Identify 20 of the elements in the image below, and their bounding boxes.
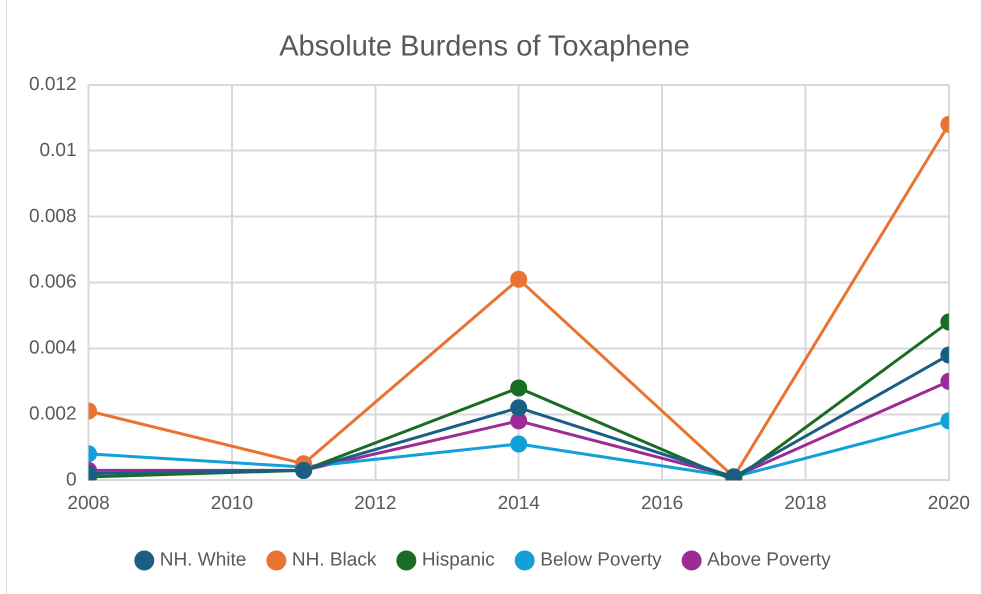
y-tick-label: 0 [66, 469, 77, 490]
y-tick-label: 0.006 [29, 272, 77, 293]
x-tick-label: 2018 [784, 492, 827, 514]
x-tick-label: 2016 [640, 492, 684, 514]
chart-title: Absolute Burdens of Toxaphene [279, 30, 690, 62]
x-tick-label: 2012 [354, 492, 396, 514]
x-tick-label: 2010 [210, 492, 254, 514]
legend-label: Above Poverty [707, 550, 832, 571]
legend-label: Below Poverty [540, 550, 662, 571]
legend-label: NH. Black [292, 550, 377, 571]
y-tick-label: 0.002 [29, 404, 77, 425]
x-tick-label: 2020 [928, 492, 970, 514]
y-tick-label: 0.004 [29, 338, 77, 359]
y-tick-label: 0.012 [29, 74, 77, 96]
x-tick-label: 2008 [67, 492, 110, 514]
x-tick-label: 2014 [498, 492, 540, 514]
legend-label: NH. White [160, 550, 246, 571]
y-tick-label: 0.008 [29, 206, 77, 227]
legend-label: Hispanic [422, 550, 495, 571]
y-tick-label: 0.01 [40, 140, 77, 161]
